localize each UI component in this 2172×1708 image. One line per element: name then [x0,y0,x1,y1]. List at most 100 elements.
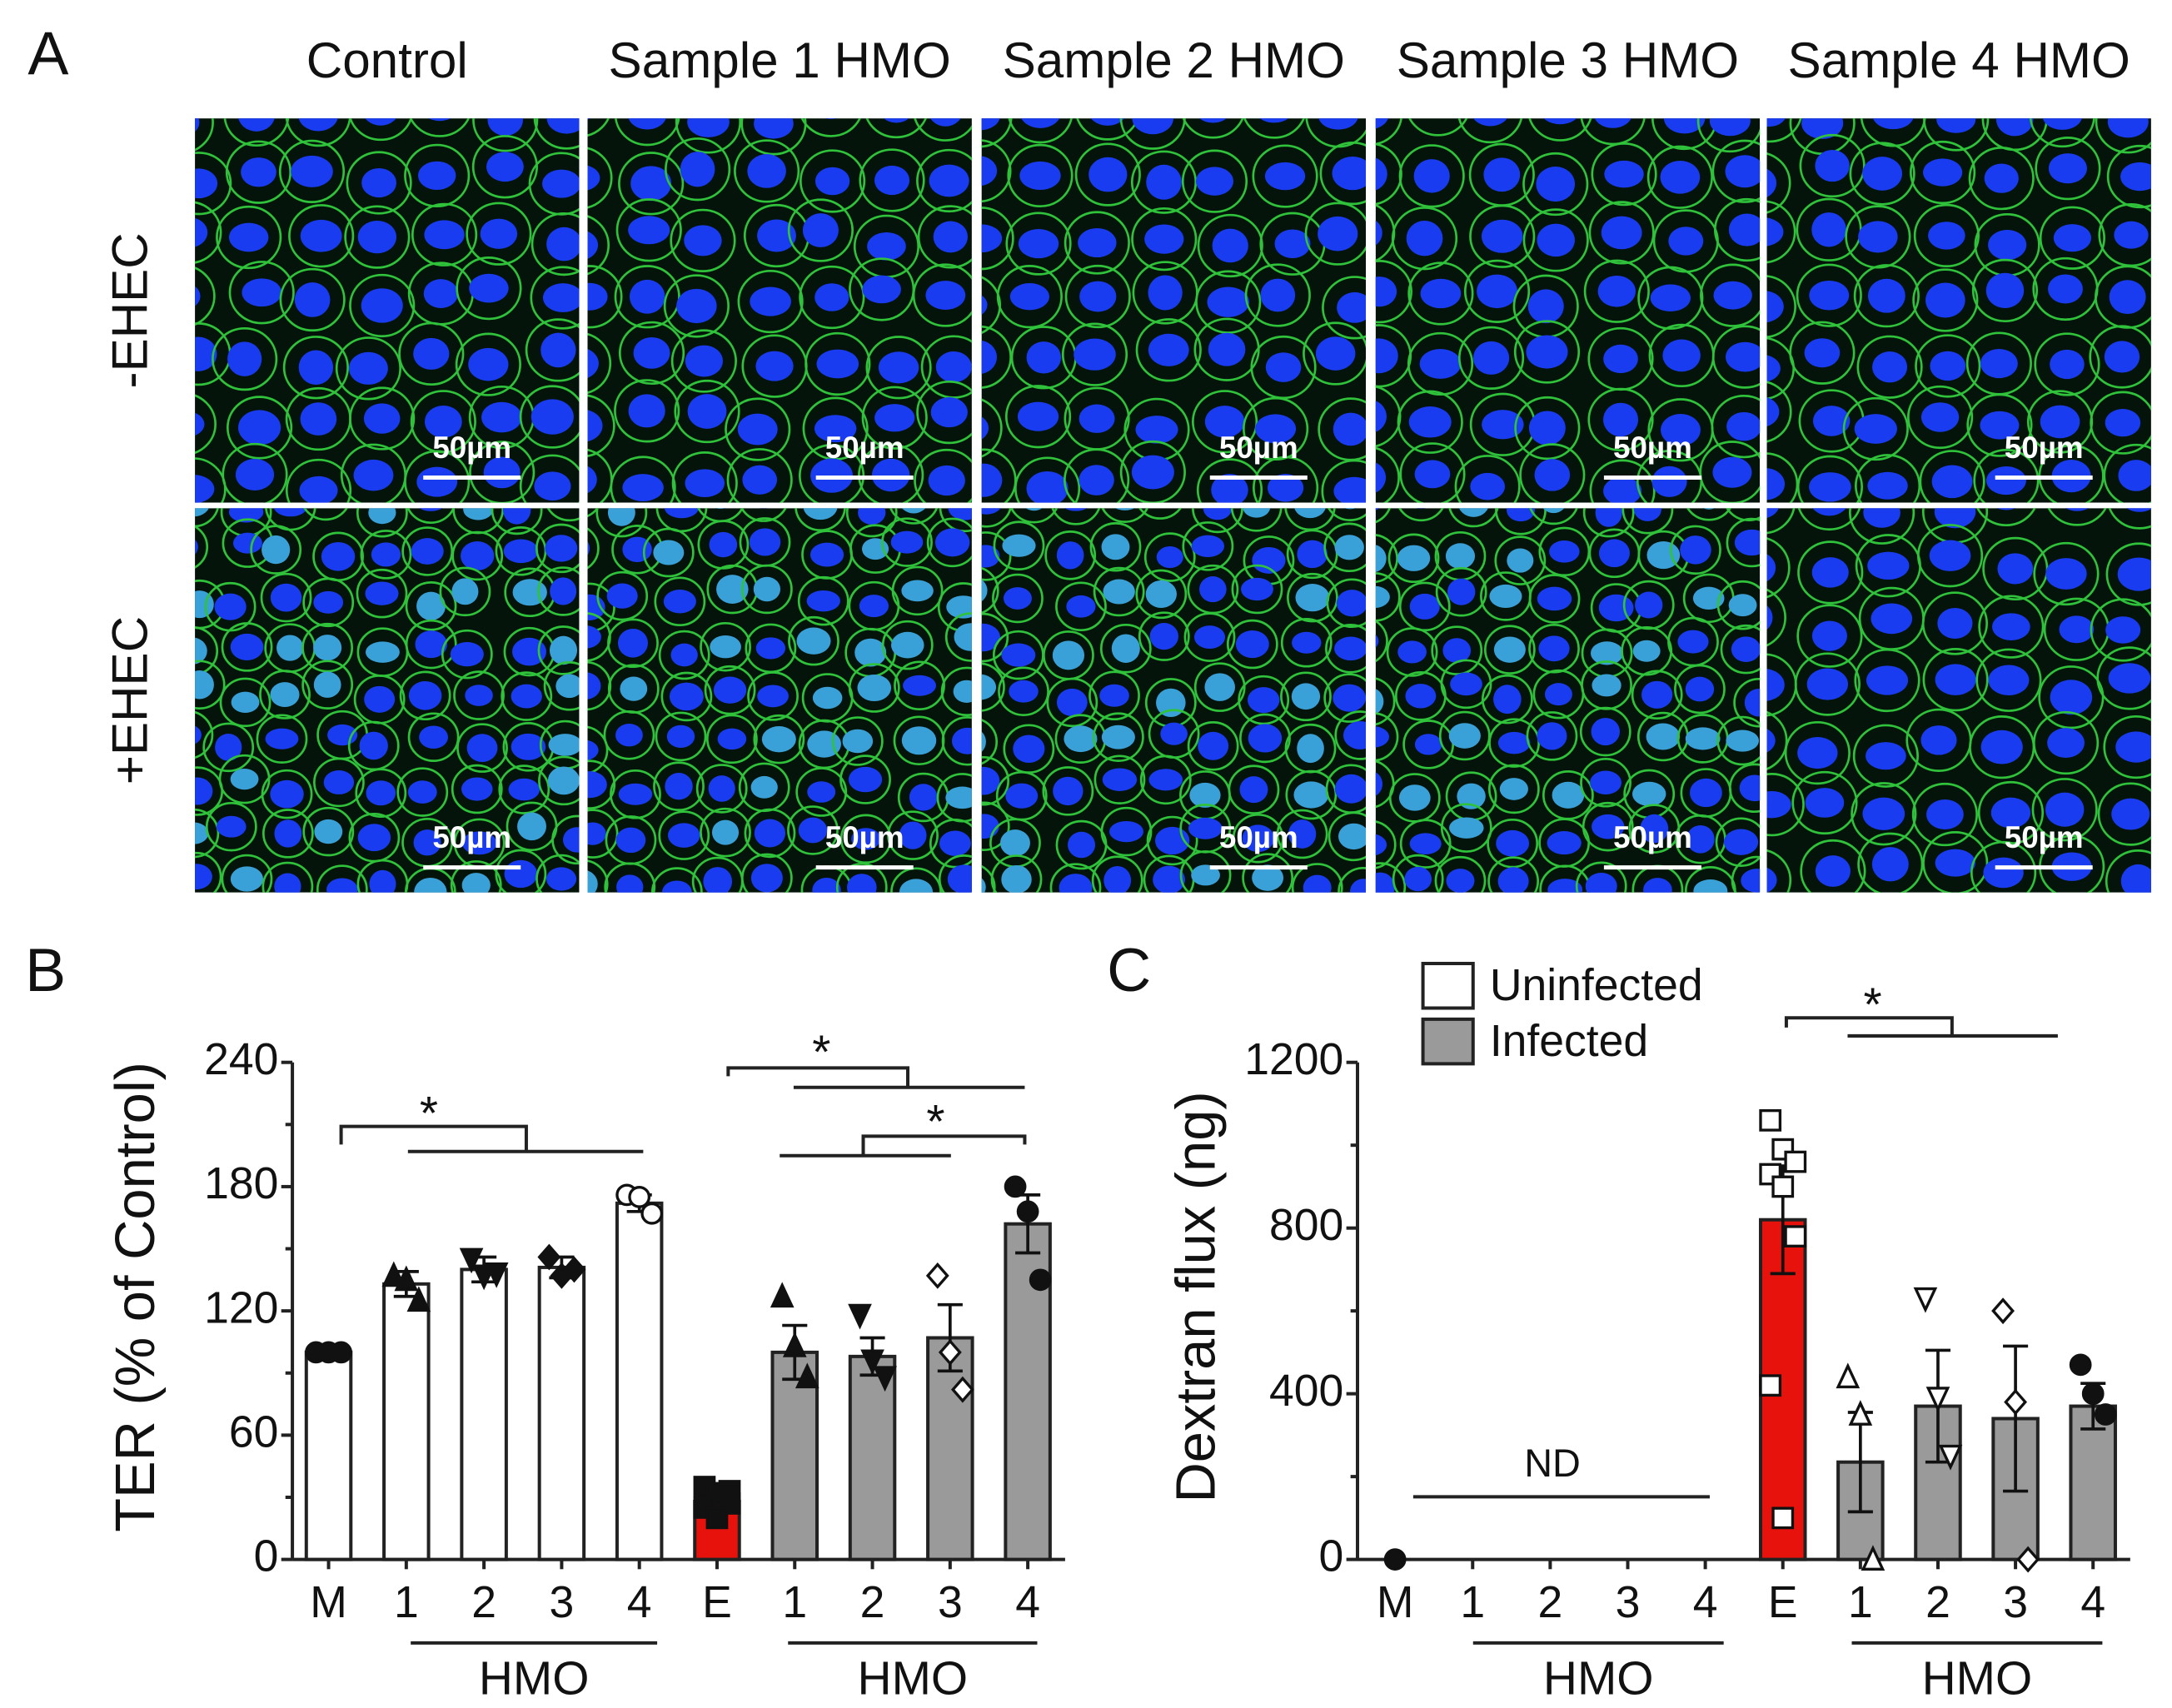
nucleus [2126,508,2151,512]
nucleus [1017,401,1059,431]
cell [700,621,751,672]
cell [740,564,793,615]
cell [261,769,313,819]
cell [894,660,945,711]
cell [1670,525,1721,575]
nucleus [587,771,607,799]
nucleus [1132,118,1174,135]
cell [1519,443,1586,503]
nucleus [607,508,635,526]
nucleus [1809,280,1850,311]
data-point [1925,1387,1950,1412]
nucleus [1450,672,1482,696]
nucleus [587,348,599,378]
nucleus [1603,344,1638,374]
nucleus [1867,551,1910,580]
nucleus [1090,118,1125,126]
nucleus [1935,849,1975,877]
cell [1099,623,1152,674]
column-title: Sample 4 HMO [1788,32,2130,88]
nucleus [862,275,901,304]
nucleus [666,725,695,749]
nucleus [981,814,999,839]
cell [1407,331,1474,396]
cell [1797,508,1861,531]
cell [797,575,849,626]
nucleus [1481,219,1523,253]
cell [278,139,346,203]
cell [845,508,898,538]
nucleus [1375,834,1387,856]
nucleus [1088,157,1128,192]
nucleus [1744,688,1761,717]
nucleus [2048,153,2087,184]
nucleus [903,675,936,696]
nucleus [1375,585,1390,608]
nucleus [1066,595,1096,618]
nucleus [662,880,692,893]
nucleus [1590,770,1622,795]
nucleus [216,815,247,838]
y-tick-label: 60 [229,1408,279,1457]
nucleus [1375,689,1384,715]
nucleus [1477,274,1517,309]
cell [1323,673,1367,723]
nucleus [230,633,264,660]
data-point [1784,1225,1807,1247]
cell [1766,537,1791,599]
bar [848,1354,897,1561]
cell [537,566,580,616]
nucleus [934,528,970,557]
cell [587,859,609,893]
cell [551,814,580,865]
nucleus [902,508,926,514]
legend-label: Infected [1490,1017,1648,1066]
nucleus [711,819,740,845]
cell [1007,143,1074,208]
cell [1321,459,1367,503]
nucleus [1333,412,1367,446]
cell [1334,710,1367,760]
cell [1646,145,1713,209]
nucleus [1528,411,1566,446]
nucleus [1375,220,1382,246]
cell [1005,212,1072,276]
nucleus [947,864,972,893]
nucleus [1995,118,2034,137]
nucleus [1458,508,1488,517]
cell [1139,754,1192,805]
cell [398,321,465,386]
bar [537,1265,586,1561]
nucleus [812,686,843,710]
cell [456,723,508,773]
micrograph [1375,508,1761,893]
cell [1319,142,1367,206]
cell [615,198,682,262]
cell [1674,664,1726,715]
nucleus [1375,338,1398,374]
nucleus [1651,466,1687,497]
cell [228,261,295,325]
column-title: Sample 2 HMO [1003,32,1345,88]
cell [1435,566,1487,617]
nucleus [587,466,597,494]
data-point [406,1286,431,1312]
nucleus [413,337,450,370]
nucleus [653,540,685,565]
nucleus [424,406,462,438]
cell [1375,260,1412,324]
cell [1399,819,1452,869]
nucleus [1252,546,1286,574]
nucleus [2104,341,2140,373]
nucleus [703,867,733,893]
cell [1454,455,1521,503]
nucleus [1632,640,1661,662]
cell [536,854,580,893]
cell [2090,391,2151,455]
cell [1766,381,1792,443]
nucleus [1420,278,1462,309]
nucleus [1734,529,1761,556]
nucleus [981,463,1003,497]
x-tick-label: M [1377,1578,1414,1627]
cell [981,662,1005,712]
